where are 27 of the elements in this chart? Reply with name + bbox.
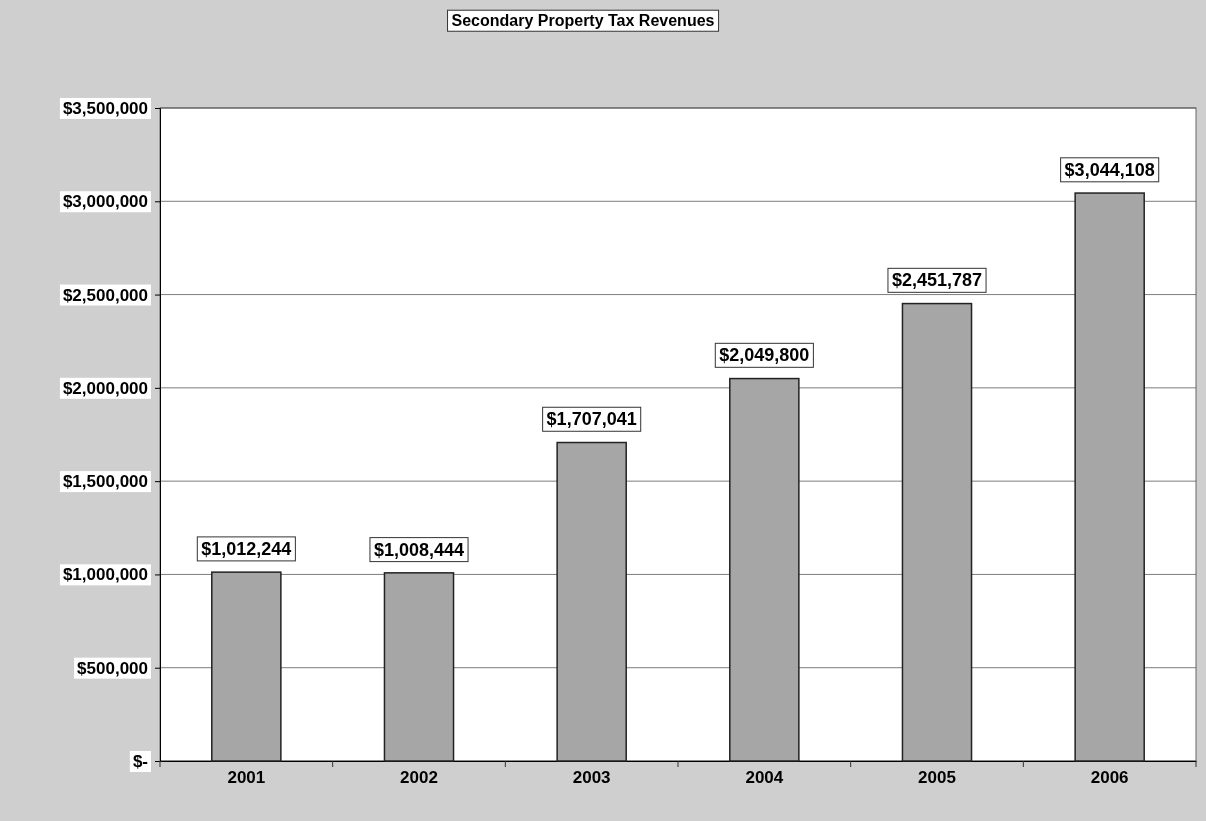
x-tick-label: 2005 [918,767,956,787]
bar [211,571,282,762]
data-label: $1,012,244 [201,538,292,559]
y-tick-label: $2,000,000 [62,378,148,398]
y-tick-label: $3,000,000 [62,192,148,212]
bar [556,441,627,762]
y-tick-label: $1,500,000 [62,472,148,492]
x-tick-label: 2006 [1090,767,1129,787]
x-tick-label: 2001 [227,767,266,787]
data-label: $3,044,108 [1064,159,1155,180]
chart-title: Secondary Property Tax Revenues [451,12,715,30]
data-label: $2,049,800 [719,345,810,366]
data-label: $1,008,444 [373,539,465,560]
y-tick-label: $3,500,000 [62,98,148,118]
x-tick-label: 2002 [400,767,438,787]
y-tick-label: $500,000 [77,658,148,678]
x-tick-label: 2004 [745,767,784,787]
data-label: $1,707,041 [546,409,637,430]
bar [1074,192,1145,762]
bar [383,572,455,762]
data-label: $2,451,787 [891,270,983,291]
y-tick-label: $- [132,751,148,771]
x-tick-label: 2003 [572,767,611,787]
y-tick-label: $1,000,000 [62,565,148,585]
bar [729,377,800,762]
y-tick-label: $2,500,000 [62,285,148,305]
bar [901,302,973,762]
